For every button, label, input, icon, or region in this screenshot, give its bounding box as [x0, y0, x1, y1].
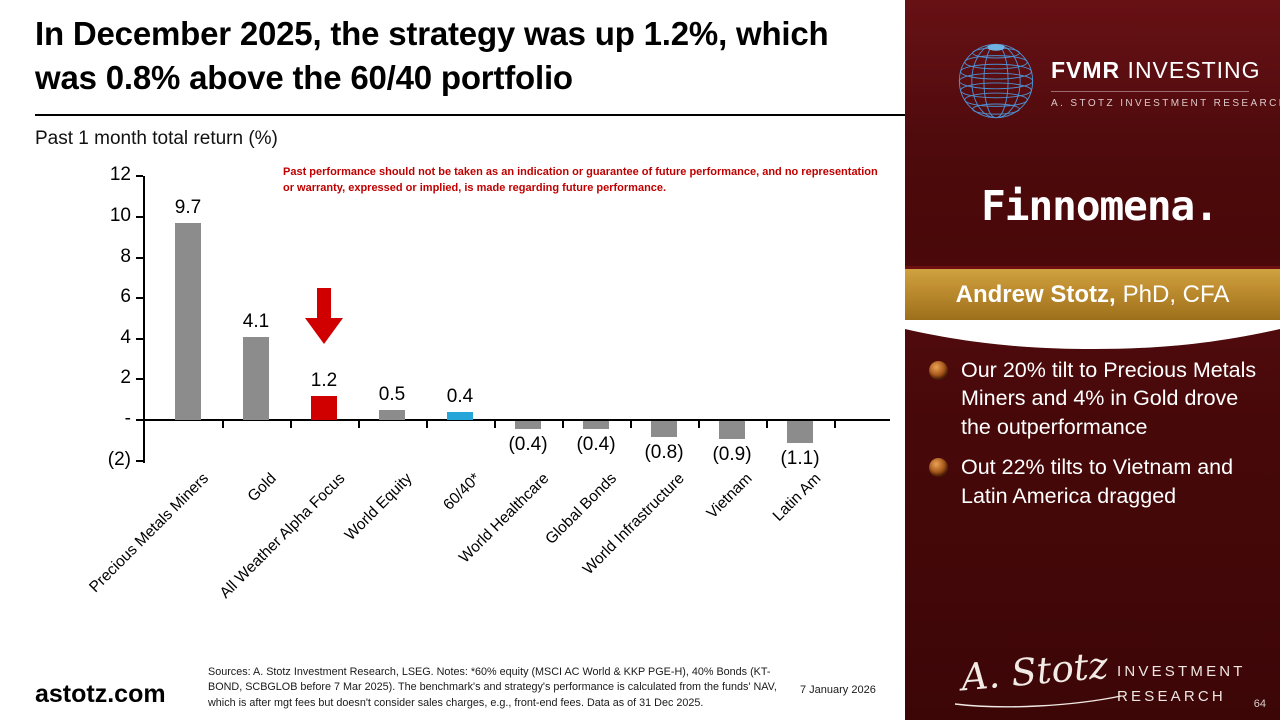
y-axis-tick-label: 6 [120, 286, 131, 308]
y-axis-tick-label: 4 [120, 326, 131, 348]
x-axis-line [145, 419, 890, 421]
x-axis-label: World Equity [342, 470, 417, 544]
y-axis-tick-label: 8 [120, 245, 131, 267]
bar-value-label: 1.2 [310, 369, 338, 391]
globe-bullet-icon [929, 458, 948, 478]
x-axis-label: 60/40* [440, 470, 485, 514]
brand-text: FVMR INVESTING A. STOTZ INVESTMENT RESEA… [1051, 57, 1280, 109]
title-divider [35, 114, 905, 116]
y-axis-tick [136, 256, 143, 259]
swoosh-divider [905, 320, 1280, 349]
x-axis-tick [358, 421, 360, 428]
bar-value-label: 0.4 [446, 385, 474, 407]
bullet-text: Out 22% tilts to Vietnam and Latin Ameri… [961, 455, 1234, 508]
x-axis-label: Gold [244, 470, 281, 506]
x-axis-tick [834, 421, 836, 428]
org-line2: RESEARCH [1117, 687, 1226, 705]
bar-value-label: (1.1) [780, 448, 820, 470]
bar-value-label: (0.4) [576, 434, 616, 456]
chart-title: Past 1 month total return (%) [35, 128, 278, 149]
arrow-stem [317, 288, 331, 319]
arrow-head [305, 318, 343, 344]
bar-value-label: 4.1 [242, 310, 270, 332]
author-banner: Andrew Stotz, PhD, CFA [905, 266, 1280, 320]
bar [787, 421, 813, 444]
sidebar: FVMR INVESTING A. STOTZ INVESTMENT RESEA… [905, 0, 1280, 720]
y-axis-tick-label: 2 [120, 367, 131, 389]
y-axis-tick [136, 419, 143, 421]
bar [651, 421, 677, 438]
y-axis-tick [136, 216, 143, 218]
slide-title: In December 2025, the strategy was up 1.… [35, 15, 829, 97]
y-axis-tick [136, 297, 143, 300]
author-name: Andrew Stotz, [955, 280, 1116, 308]
x-axis-tick [698, 421, 700, 428]
list-item: Our 20% tilt to Precious Metals Miners a… [929, 356, 1266, 441]
x-axis-label: Latin Am [769, 470, 825, 525]
bar-value-label: 0.5 [378, 383, 406, 405]
brand-logo-section: FVMR INVESTING A. STOTZ INVESTMENT RESEA… [905, 0, 1280, 152]
slide-date: 7 January 2026 [800, 684, 876, 696]
key-points-list: Our 20% tilt to Precious Metals Miners a… [905, 348, 1280, 522]
globe-bullet-icon [929, 361, 948, 380]
author-credentials: PhD, CFA [1122, 280, 1230, 308]
y-axis-tick-label: (2) [107, 448, 131, 470]
brand-divider [1051, 91, 1249, 92]
y-axis-tick-label: 12 [109, 164, 131, 186]
x-axis-tick [494, 421, 496, 428]
x-axis-tick [562, 421, 564, 428]
bar-value-label: 9.7 [174, 197, 202, 219]
brand-name-rest: INVESTING [1120, 57, 1261, 83]
bar [243, 336, 269, 420]
bar [515, 421, 541, 430]
x-axis-tick [222, 421, 224, 428]
page-number: 64 [1253, 698, 1266, 710]
main-content-area: In December 2025, the strategy was up 1.… [35, 15, 905, 709]
x-axis-tick [290, 421, 292, 428]
bullet-text: Our 20% tilt to Precious Metals Miners a… [961, 358, 1257, 439]
website-link[interactable]: astotz.com [35, 680, 166, 708]
bar-value-label: (0.4) [508, 434, 548, 456]
x-axis-tick [426, 421, 428, 428]
signature-logo: A. Stotz [959, 643, 1110, 700]
brand-subtitle: A. STOTZ INVESTMENT RESEARCH [1051, 98, 1280, 109]
x-axis-label: All Weather Alpha Focus [216, 470, 349, 602]
bar [447, 411, 473, 420]
y-axis-tick-label: - [124, 408, 131, 429]
y-axis-tick [136, 378, 143, 381]
y-axis-tick [136, 459, 143, 462]
bar [583, 421, 609, 430]
bar [379, 409, 405, 420]
y-axis-tick-label: 10 [109, 205, 131, 226]
bar [175, 223, 201, 420]
signature-flourish [954, 695, 1122, 708]
finnomena-logo: Finnomena. [981, 182, 1219, 230]
x-axis-label: Vietnam [703, 470, 757, 523]
globe-icon [958, 43, 1034, 119]
bar-value-label: (0.8) [644, 442, 684, 464]
list-item: Out 22% tilts to Vietnam and Latin Ameri… [929, 453, 1266, 510]
bar [311, 395, 337, 420]
x-axis-label: Precious Metals Miners [86, 470, 213, 596]
org-line1: INVESTMENT [1117, 663, 1246, 680]
bar-chart: 12 10 8 6 4 2 - (2) 9.7 Precious Metals Miners 4.1… [86, 164, 890, 602]
y-axis-line [143, 176, 145, 463]
down-arrow-icon [305, 288, 343, 344]
performance-disclaimer: Past performance should not be taken as … [283, 166, 878, 194]
x-axis-tick [630, 421, 632, 428]
bar-value-label: (0.9) [712, 444, 752, 466]
sidebar-footer: A. Stotz INVESTMENT RESEARCH 64 [905, 644, 1280, 720]
sources-note: Sources: A. Stotz Investment Research, L… [208, 666, 777, 709]
org-name: INVESTMENT RESEARCH [1117, 660, 1246, 710]
y-axis-tick [136, 337, 143, 340]
brand-name: FVMR INVESTING [1051, 57, 1280, 84]
bar [719, 421, 745, 440]
y-axis-tick [136, 175, 143, 178]
brand-name-bold: FVMR [1051, 57, 1121, 83]
x-axis-tick [766, 421, 768, 428]
